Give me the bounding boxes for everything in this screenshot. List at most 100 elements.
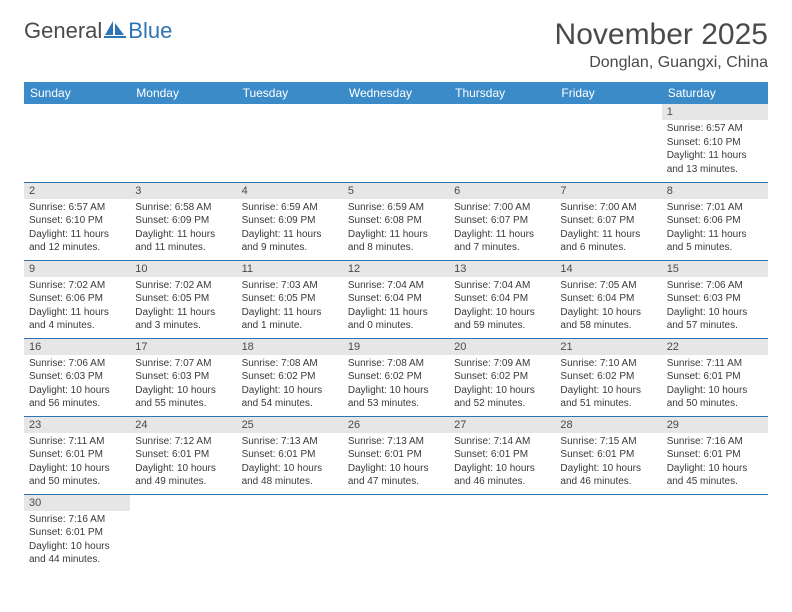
calendar-day-cell <box>237 104 343 182</box>
month-title: November 2025 <box>555 18 768 52</box>
day-number: 11 <box>237 261 343 277</box>
day-details: Sunrise: 7:13 AMSunset: 6:01 PMDaylight:… <box>343 433 449 491</box>
sunset-text: Sunset: 6:04 PM <box>560 292 656 306</box>
sunrise-text: Sunrise: 7:11 AM <box>667 357 763 371</box>
daylight-text: Daylight: 10 hours and 52 minutes. <box>454 384 550 411</box>
day-details: Sunrise: 7:16 AMSunset: 6:01 PMDaylight:… <box>662 433 768 491</box>
sunrise-text: Sunrise: 7:09 AM <box>454 357 550 371</box>
daylight-text: Daylight: 11 hours and 5 minutes. <box>667 228 763 255</box>
sunset-text: Sunset: 6:05 PM <box>242 292 338 306</box>
day-details: Sunrise: 7:04 AMSunset: 6:04 PMDaylight:… <box>449 277 555 335</box>
daylight-text: Daylight: 11 hours and 6 minutes. <box>560 228 656 255</box>
sunset-text: Sunset: 6:03 PM <box>135 370 231 384</box>
calendar-day-cell <box>130 494 236 572</box>
sunset-text: Sunset: 6:01 PM <box>29 448 125 462</box>
sunset-text: Sunset: 6:08 PM <box>348 214 444 228</box>
sunrise-text: Sunrise: 7:00 AM <box>560 201 656 215</box>
day-details: Sunrise: 7:02 AMSunset: 6:05 PMDaylight:… <box>130 277 236 335</box>
day-number: 26 <box>343 417 449 433</box>
calendar-day-cell: 22Sunrise: 7:11 AMSunset: 6:01 PMDayligh… <box>662 338 768 416</box>
daylight-text: Daylight: 10 hours and 46 minutes. <box>560 462 656 489</box>
calendar-day-cell: 16Sunrise: 7:06 AMSunset: 6:03 PMDayligh… <box>24 338 130 416</box>
calendar-day-cell: 19Sunrise: 7:08 AMSunset: 6:02 PMDayligh… <box>343 338 449 416</box>
daylight-text: Daylight: 11 hours and 12 minutes. <box>29 228 125 255</box>
calendar-day-cell: 6Sunrise: 7:00 AMSunset: 6:07 PMDaylight… <box>449 182 555 260</box>
calendar-day-cell <box>449 494 555 572</box>
calendar-day-cell: 14Sunrise: 7:05 AMSunset: 6:04 PMDayligh… <box>555 260 661 338</box>
logo: General Blue <box>24 18 172 44</box>
sunrise-text: Sunrise: 7:16 AM <box>667 435 763 449</box>
sunrise-text: Sunrise: 7:11 AM <box>29 435 125 449</box>
sunrise-text: Sunrise: 7:15 AM <box>560 435 656 449</box>
daylight-text: Daylight: 11 hours and 11 minutes. <box>135 228 231 255</box>
daylight-text: Daylight: 10 hours and 45 minutes. <box>667 462 763 489</box>
day-number: 2 <box>24 183 130 199</box>
sunset-text: Sunset: 6:06 PM <box>29 292 125 306</box>
calendar-day-cell: 18Sunrise: 7:08 AMSunset: 6:02 PMDayligh… <box>237 338 343 416</box>
day-details: Sunrise: 7:14 AMSunset: 6:01 PMDaylight:… <box>449 433 555 491</box>
weekday-header: Wednesday <box>343 82 449 104</box>
day-number: 9 <box>24 261 130 277</box>
sunset-text: Sunset: 6:02 PM <box>454 370 550 384</box>
calendar-day-cell: 23Sunrise: 7:11 AMSunset: 6:01 PMDayligh… <box>24 416 130 494</box>
sunset-text: Sunset: 6:02 PM <box>348 370 444 384</box>
day-details: Sunrise: 7:11 AMSunset: 6:01 PMDaylight:… <box>24 433 130 491</box>
calendar-day-cell: 13Sunrise: 7:04 AMSunset: 6:04 PMDayligh… <box>449 260 555 338</box>
calendar-day-cell <box>555 494 661 572</box>
calendar-day-cell: 30Sunrise: 7:16 AMSunset: 6:01 PMDayligh… <box>24 494 130 572</box>
calendar-day-cell: 5Sunrise: 6:59 AMSunset: 6:08 PMDaylight… <box>343 182 449 260</box>
sunset-text: Sunset: 6:01 PM <box>29 526 125 540</box>
day-number: 4 <box>237 183 343 199</box>
sunrise-text: Sunrise: 6:57 AM <box>29 201 125 215</box>
sunrise-text: Sunrise: 7:05 AM <box>560 279 656 293</box>
calendar-day-cell: 4Sunrise: 6:59 AMSunset: 6:09 PMDaylight… <box>237 182 343 260</box>
daylight-text: Daylight: 10 hours and 50 minutes. <box>29 462 125 489</box>
day-number: 15 <box>662 261 768 277</box>
sunrise-text: Sunrise: 6:57 AM <box>667 122 763 136</box>
sunset-text: Sunset: 6:02 PM <box>560 370 656 384</box>
calendar-day-cell <box>24 104 130 182</box>
daylight-text: Daylight: 11 hours and 1 minute. <box>242 306 338 333</box>
daylight-text: Daylight: 10 hours and 56 minutes. <box>29 384 125 411</box>
sunrise-text: Sunrise: 7:03 AM <box>242 279 338 293</box>
sunset-text: Sunset: 6:01 PM <box>454 448 550 462</box>
sunrise-text: Sunrise: 7:00 AM <box>454 201 550 215</box>
day-details: Sunrise: 7:10 AMSunset: 6:02 PMDaylight:… <box>555 355 661 413</box>
day-details: Sunrise: 7:06 AMSunset: 6:03 PMDaylight:… <box>662 277 768 335</box>
sunrise-text: Sunrise: 7:02 AM <box>135 279 231 293</box>
sunrise-text: Sunrise: 7:04 AM <box>454 279 550 293</box>
sunset-text: Sunset: 6:01 PM <box>348 448 444 462</box>
day-details: Sunrise: 6:57 AMSunset: 6:10 PMDaylight:… <box>662 120 768 178</box>
daylight-text: Daylight: 10 hours and 49 minutes. <box>135 462 231 489</box>
calendar-day-cell: 2Sunrise: 6:57 AMSunset: 6:10 PMDaylight… <box>24 182 130 260</box>
sunset-text: Sunset: 6:01 PM <box>560 448 656 462</box>
calendar-day-cell: 29Sunrise: 7:16 AMSunset: 6:01 PMDayligh… <box>662 416 768 494</box>
day-number: 14 <box>555 261 661 277</box>
day-number: 5 <box>343 183 449 199</box>
calendar-day-cell: 27Sunrise: 7:14 AMSunset: 6:01 PMDayligh… <box>449 416 555 494</box>
sunrise-text: Sunrise: 7:12 AM <box>135 435 231 449</box>
day-number: 16 <box>24 339 130 355</box>
sunset-text: Sunset: 6:04 PM <box>454 292 550 306</box>
daylight-text: Daylight: 11 hours and 13 minutes. <box>667 149 763 176</box>
sunset-text: Sunset: 6:03 PM <box>667 292 763 306</box>
weekday-header-row: Sunday Monday Tuesday Wednesday Thursday… <box>24 82 768 104</box>
calendar-table: Sunday Monday Tuesday Wednesday Thursday… <box>24 82 768 572</box>
sunrise-text: Sunrise: 7:01 AM <box>667 201 763 215</box>
day-details: Sunrise: 7:08 AMSunset: 6:02 PMDaylight:… <box>343 355 449 413</box>
day-number: 28 <box>555 417 661 433</box>
daylight-text: Daylight: 10 hours and 46 minutes. <box>454 462 550 489</box>
day-number: 20 <box>449 339 555 355</box>
daylight-text: Daylight: 10 hours and 51 minutes. <box>560 384 656 411</box>
sunrise-text: Sunrise: 7:14 AM <box>454 435 550 449</box>
day-number: 30 <box>24 495 130 511</box>
sunrise-text: Sunrise: 6:59 AM <box>242 201 338 215</box>
sunset-text: Sunset: 6:01 PM <box>242 448 338 462</box>
day-details: Sunrise: 7:00 AMSunset: 6:07 PMDaylight:… <box>555 199 661 257</box>
calendar-day-cell: 12Sunrise: 7:04 AMSunset: 6:04 PMDayligh… <box>343 260 449 338</box>
day-number: 24 <box>130 417 236 433</box>
calendar-day-cell: 25Sunrise: 7:13 AMSunset: 6:01 PMDayligh… <box>237 416 343 494</box>
calendar-day-cell: 17Sunrise: 7:07 AMSunset: 6:03 PMDayligh… <box>130 338 236 416</box>
day-number: 3 <box>130 183 236 199</box>
calendar-week-row: 1Sunrise: 6:57 AMSunset: 6:10 PMDaylight… <box>24 104 768 182</box>
